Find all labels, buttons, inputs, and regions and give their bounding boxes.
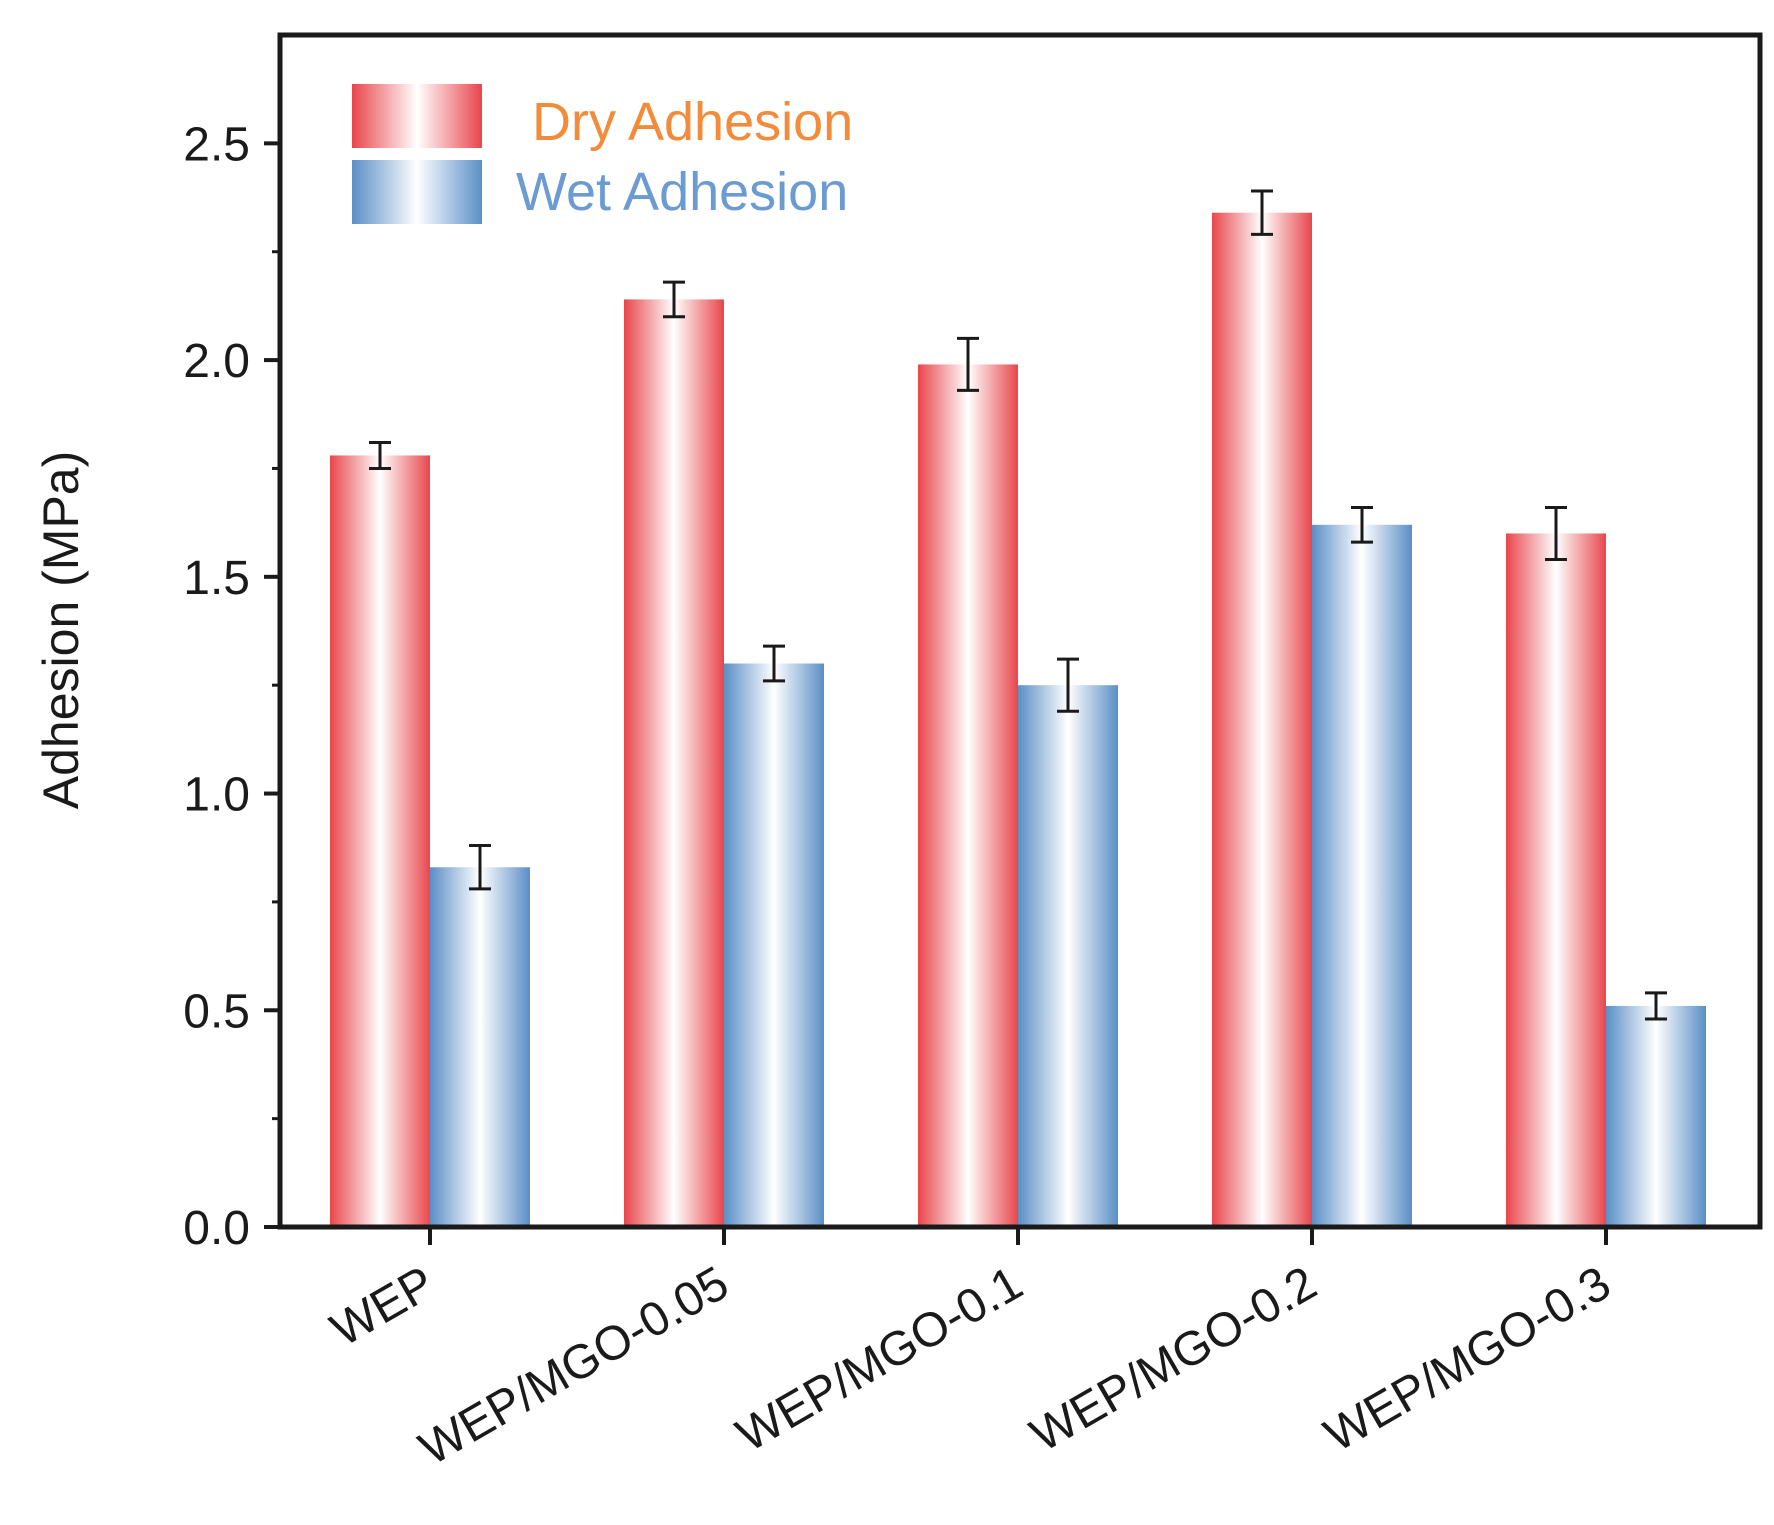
y-axis: 0.0 0.5 1.0 1.5 2.0 2.5	[183, 118, 280, 1255]
bar-wet	[1312, 524, 1412, 1227]
bar-wet	[724, 663, 824, 1227]
x-tick-label: WEP	[322, 1257, 443, 1358]
legend-label-dry: Dry Adhesion	[532, 92, 853, 152]
y-tick-label: 2.5	[183, 118, 250, 171]
x-tick-label: WEP/MGO-0.1	[728, 1257, 1032, 1463]
bar-wet	[430, 867, 530, 1227]
bar-dry	[918, 364, 1018, 1228]
bar-wet	[1018, 685, 1118, 1227]
legend: Dry Adhesion Wet Adhesion	[352, 84, 853, 224]
legend-swatch-dry	[352, 84, 482, 148]
errorbars-group	[369, 189, 1667, 1021]
bars-group	[330, 212, 1706, 1228]
x-tick-label: WEP/MGO-0.2	[1022, 1257, 1326, 1463]
y-tick-label: 1.5	[183, 552, 250, 605]
x-tick-label: WEP/MGO-0.05	[411, 1257, 738, 1476]
x-axis: WEPWEP/MGO-0.05WEP/MGO-0.1WEP/MGO-0.2WEP…	[322, 1227, 1620, 1476]
bar-dry	[1212, 212, 1312, 1227]
bar-dry	[624, 299, 724, 1227]
legend-label-wet: Wet Adhesion	[516, 162, 848, 222]
y-tick-label: 2.0	[183, 335, 250, 388]
y-tick-label: 1.0	[183, 769, 250, 822]
y-tick-label: 0.5	[183, 985, 250, 1038]
y-axis-title: Adhesion (MPa)	[33, 451, 89, 810]
x-tick-label: WEP/MGO-0.3	[1316, 1257, 1620, 1463]
legend-swatch-wet	[352, 160, 482, 224]
y-tick-label: 0.0	[183, 1202, 250, 1255]
bar-dry	[1506, 533, 1606, 1227]
bar-wet	[1606, 1005, 1706, 1227]
bar-dry	[330, 455, 430, 1227]
